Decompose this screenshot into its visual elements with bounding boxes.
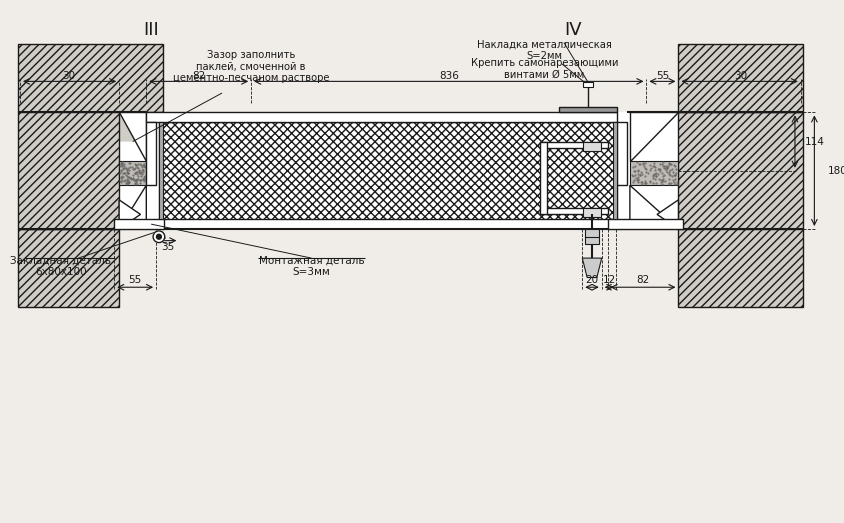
Bar: [583, 142, 601, 151]
Text: 836: 836: [439, 71, 459, 81]
Bar: [18, 229, 119, 306]
Circle shape: [153, 231, 165, 243]
Circle shape: [156, 234, 161, 239]
Text: 82: 82: [192, 71, 205, 81]
Polygon shape: [119, 112, 146, 161]
Text: 35: 35: [161, 243, 175, 253]
Polygon shape: [630, 185, 679, 229]
Bar: [18, 44, 163, 112]
Polygon shape: [582, 258, 602, 278]
Bar: [559, 107, 617, 112]
Text: IV: IV: [565, 21, 582, 39]
Polygon shape: [630, 112, 679, 161]
Text: Закладная деталь
6х80х100: Закладная деталь 6х80х100: [10, 255, 111, 277]
Bar: [614, 122, 617, 219]
Text: 30: 30: [62, 71, 75, 81]
Bar: [679, 112, 803, 229]
Bar: [159, 122, 163, 219]
Bar: [146, 122, 156, 185]
Text: Монтажная деталь
S=3мм: Монтажная деталь S=3мм: [258, 255, 365, 277]
Bar: [679, 229, 803, 306]
Text: 82: 82: [636, 276, 650, 286]
Bar: [539, 208, 608, 214]
Polygon shape: [119, 185, 146, 229]
Bar: [608, 219, 684, 229]
Text: 30: 30: [734, 71, 747, 81]
Text: Крепить самонарезающими
винтами Ø 5мм: Крепить самонарезающими винтами Ø 5мм: [471, 58, 618, 79]
Polygon shape: [18, 44, 163, 142]
Bar: [159, 122, 617, 219]
Text: Накладка металлическая
S=2мм: Накладка металлическая S=2мм: [477, 40, 612, 61]
Bar: [119, 161, 146, 185]
Text: 12: 12: [603, 276, 615, 286]
Bar: [583, 82, 593, 87]
Bar: [114, 219, 164, 229]
Bar: [539, 142, 608, 149]
Circle shape: [153, 231, 165, 243]
Text: 55: 55: [128, 276, 142, 286]
Bar: [18, 112, 119, 229]
Bar: [119, 112, 679, 229]
Text: III: III: [143, 21, 159, 39]
Bar: [679, 44, 803, 112]
Bar: [146, 112, 617, 122]
Text: 114: 114: [804, 137, 825, 146]
Text: 180: 180: [828, 166, 844, 176]
Bar: [583, 208, 601, 218]
Text: Зазор заполнить
паклей, смоченной в
цементно-песчаном растворе: Зазор заполнить паклей, смоченной в цеме…: [173, 50, 329, 83]
Bar: [630, 161, 679, 185]
Bar: [585, 229, 598, 237]
Polygon shape: [119, 200, 140, 229]
Bar: [617, 122, 627, 185]
Polygon shape: [657, 200, 679, 229]
Text: 20: 20: [586, 276, 598, 286]
Bar: [585, 236, 598, 244]
Bar: [539, 142, 548, 214]
Text: 55: 55: [656, 71, 669, 81]
